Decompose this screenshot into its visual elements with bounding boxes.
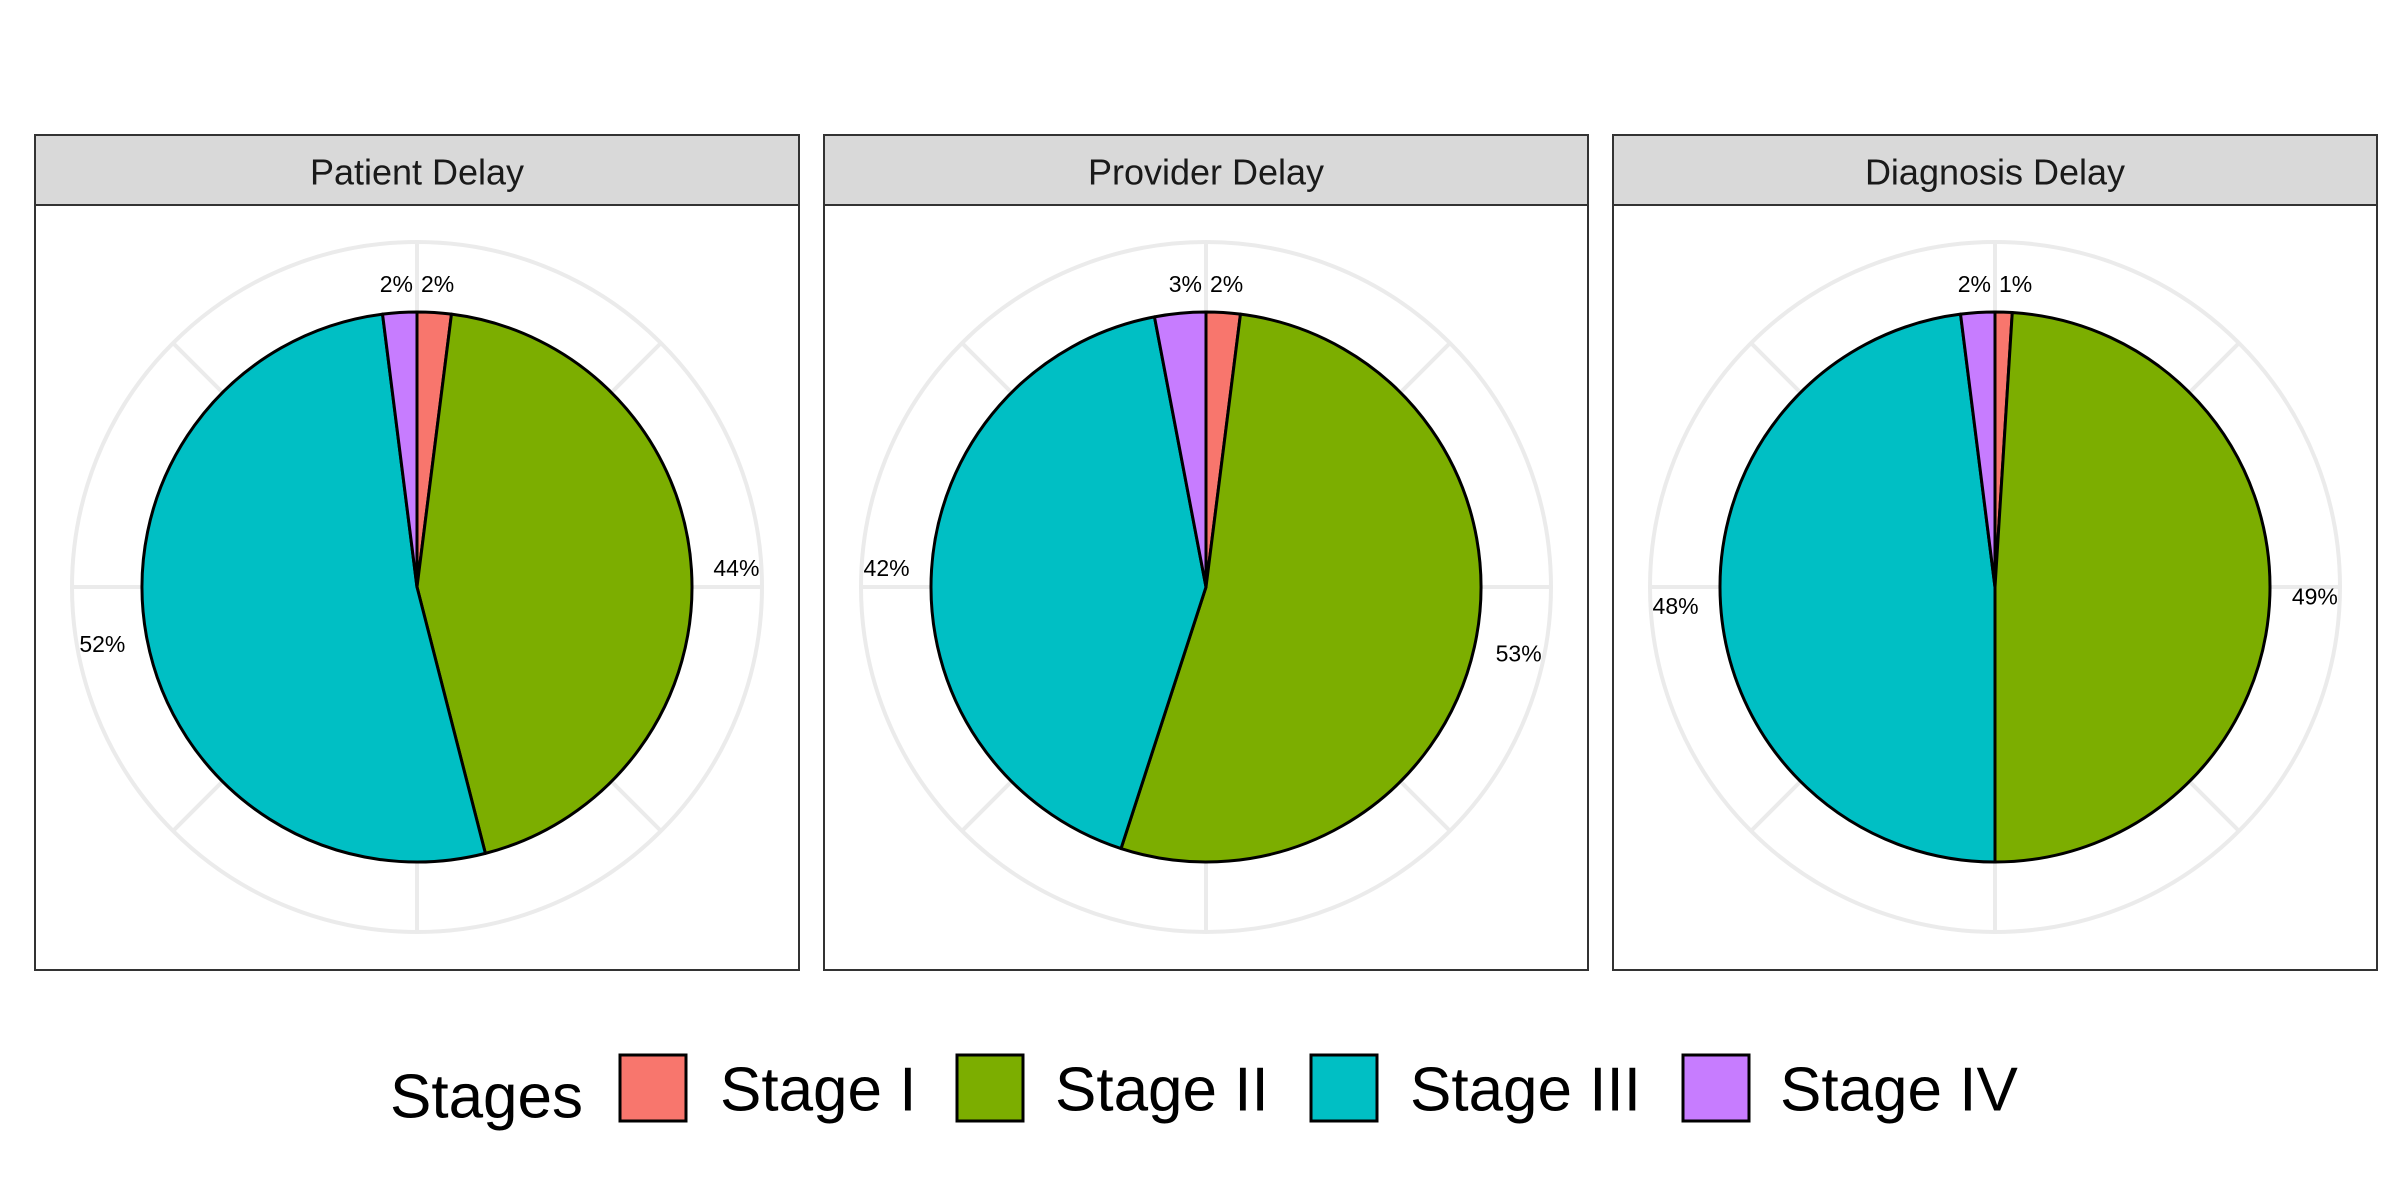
slice-label-stage-iii: 48% bbox=[1653, 593, 1699, 619]
slice-label-stage-ii: 49% bbox=[2292, 584, 2338, 610]
slice-label-stage-i: 2% bbox=[1210, 271, 1243, 297]
panel-patient-delay: Patient Delay 2% 44% 52% 2% bbox=[34, 134, 800, 971]
grid-spoke bbox=[610, 341, 663, 394]
panel-border bbox=[1612, 204, 2378, 971]
panel-border bbox=[823, 204, 1589, 971]
grid-spoke bbox=[1749, 341, 1802, 394]
slice-label-stage-ii: 44% bbox=[713, 555, 759, 581]
panel-strip bbox=[34, 134, 800, 206]
legend-key-stage-iv bbox=[1681, 1053, 1751, 1123]
slice-label-stage-i: 1% bbox=[1999, 271, 2032, 297]
grid-spoke bbox=[1399, 341, 1452, 394]
slice-stage-ii bbox=[1119, 312, 1483, 864]
slice-stage-ii bbox=[415, 312, 694, 855]
grid-spoke bbox=[960, 341, 1013, 394]
slice-label-stage-ii: 53% bbox=[1496, 641, 1542, 667]
legend-item-stage-ii: Stage II bbox=[955, 1053, 1269, 1125]
panel-title: Patient Delay bbox=[310, 152, 524, 193]
grid-spoke bbox=[1399, 780, 1452, 833]
legend: Stages Stage I Stage II Stage III Stage IV bbox=[390, 1053, 2018, 1132]
slice-stage-iv bbox=[381, 310, 419, 589]
legend-key-stage-ii bbox=[955, 1053, 1025, 1123]
grid-spoke bbox=[171, 341, 224, 394]
legend-label-stage-iv: Stage IV bbox=[1780, 1056, 2018, 1125]
slice-stage-iv bbox=[1152, 310, 1208, 589]
grid-spoke bbox=[1749, 780, 1802, 833]
panel-diagnosis-delay: Diagnosis Delay 1% 49% 48% 2% bbox=[1612, 134, 2378, 971]
grid-spoke bbox=[2188, 780, 2241, 833]
panel-strip bbox=[823, 134, 1589, 206]
panel-provider-delay: Provider Delay 2% 53% 42% 3% bbox=[823, 134, 1589, 971]
grid-spoke bbox=[960, 780, 1013, 833]
slice-label-stage-iv: 2% bbox=[1958, 271, 1991, 297]
grid-spoke bbox=[610, 780, 663, 833]
slice-label-stage-i: 2% bbox=[421, 271, 454, 297]
legend-key-stage-i bbox=[618, 1053, 688, 1123]
chart-panels: Patient Delay 2% 44% 52% 2% Provider Delay 2% 5… bbox=[34, 134, 2378, 971]
panel-title: Provider Delay bbox=[1088, 152, 1324, 193]
slice-label-stage-iv: 3% bbox=[1169, 271, 1202, 297]
legend-label-stage-i: Stage I bbox=[720, 1056, 916, 1125]
legend-item-stage-iii: Stage III bbox=[1309, 1053, 1641, 1125]
legend-label-stage-iii: Stage III bbox=[1410, 1056, 1641, 1125]
grid-spoke bbox=[2188, 341, 2241, 394]
legend-title: Stages bbox=[390, 1063, 583, 1132]
slice-label-stage-iii: 42% bbox=[864, 555, 910, 581]
grid-spoke bbox=[171, 780, 224, 833]
legend-label-stage-ii: Stage II bbox=[1055, 1056, 1269, 1125]
slice-label-stage-iii: 52% bbox=[79, 631, 125, 657]
panel-border bbox=[34, 204, 800, 971]
slice-stage-iv bbox=[1959, 310, 1997, 589]
slice-stage-iii bbox=[929, 315, 1208, 851]
legend-item-stage-i: Stage I bbox=[618, 1053, 916, 1125]
panel-title: Diagnosis Delay bbox=[1865, 152, 2125, 193]
slice-label-stage-iv: 2% bbox=[380, 271, 413, 297]
legend-item-stage-iv: Stage IV bbox=[1681, 1053, 2018, 1125]
slice-stage-ii bbox=[1993, 311, 2272, 864]
legend-key-stage-iii bbox=[1309, 1053, 1379, 1123]
panel-strip bbox=[1612, 134, 2378, 206]
slice-stage-iii bbox=[1718, 312, 1997, 864]
